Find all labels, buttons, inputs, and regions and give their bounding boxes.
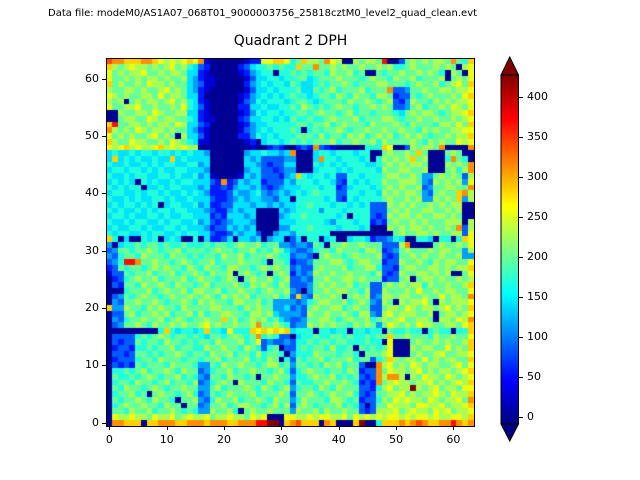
x-tick-mark <box>338 426 340 430</box>
y-tick-label: 10 <box>85 358 99 372</box>
colorbar-tick-label: 300 <box>527 169 548 183</box>
colorbar-tick-label: 100 <box>527 329 548 343</box>
colorbar-tick-label: 250 <box>527 209 548 223</box>
y-tick-mark <box>102 365 106 367</box>
y-tick-label: 0 <box>92 415 99 429</box>
colorbar-tick-mark <box>519 216 523 218</box>
y-tick-label: 30 <box>85 243 99 257</box>
y-tick-mark <box>102 307 106 309</box>
x-tick-label: 50 <box>389 433 404 446</box>
x-tick-mark <box>109 426 111 430</box>
x-tick-label: 10 <box>159 433 174 446</box>
colorbar-tick-mark <box>519 176 523 178</box>
x-tick-label: 0 <box>105 433 113 446</box>
colorbar-tick-mark <box>519 136 523 138</box>
y-tick-label: 50 <box>85 128 99 142</box>
plot-title: Quadrant 2 DPH <box>233 33 348 49</box>
y-tick-mark <box>102 193 106 195</box>
x-tick-label: 60 <box>446 433 461 446</box>
heatmap-axes <box>106 58 475 427</box>
colorbar-tick-mark <box>519 256 523 258</box>
x-tick-mark <box>224 426 226 430</box>
colorbar-tick-label: 50 <box>527 369 541 383</box>
x-tick-label: 30 <box>274 433 289 446</box>
y-tick-mark <box>102 250 106 252</box>
colorbar-tick-mark <box>519 336 523 338</box>
colorbar-tick-label: 400 <box>527 89 548 103</box>
colorbar-tick-mark <box>519 416 523 418</box>
colorbar <box>500 55 520 443</box>
colorbar-extend-min-arrow <box>500 423 520 443</box>
colorbar-gradient <box>500 74 519 425</box>
y-tick-label: 60 <box>85 71 99 85</box>
x-tick-mark <box>453 426 455 430</box>
colorbar-tick-mark <box>519 96 523 98</box>
x-tick-label: 40 <box>331 433 346 446</box>
colorbar-extend-max-arrow <box>500 55 520 76</box>
x-tick-mark <box>396 426 398 430</box>
colorbar-tick-label: 150 <box>527 289 548 303</box>
colorbar-tick-mark <box>519 376 523 378</box>
colorbar-tick-label: 0 <box>527 409 534 423</box>
heatmap-image <box>107 59 474 426</box>
x-tick-mark <box>166 426 168 430</box>
x-tick-mark <box>281 426 283 430</box>
colorbar-tick-label: 200 <box>527 249 548 263</box>
y-tick-mark <box>102 135 106 137</box>
data-file-header: Data file: modeM0/AS1A07_068T01_90000037… <box>48 8 478 19</box>
y-tick-label: 40 <box>85 186 99 200</box>
colorbar-tick-label: 350 <box>527 129 548 143</box>
y-tick-label: 20 <box>85 300 99 314</box>
y-tick-mark <box>102 78 106 80</box>
colorbar-tick-mark <box>519 296 523 298</box>
x-tick-label: 20 <box>217 433 232 446</box>
y-tick-mark <box>102 422 106 424</box>
